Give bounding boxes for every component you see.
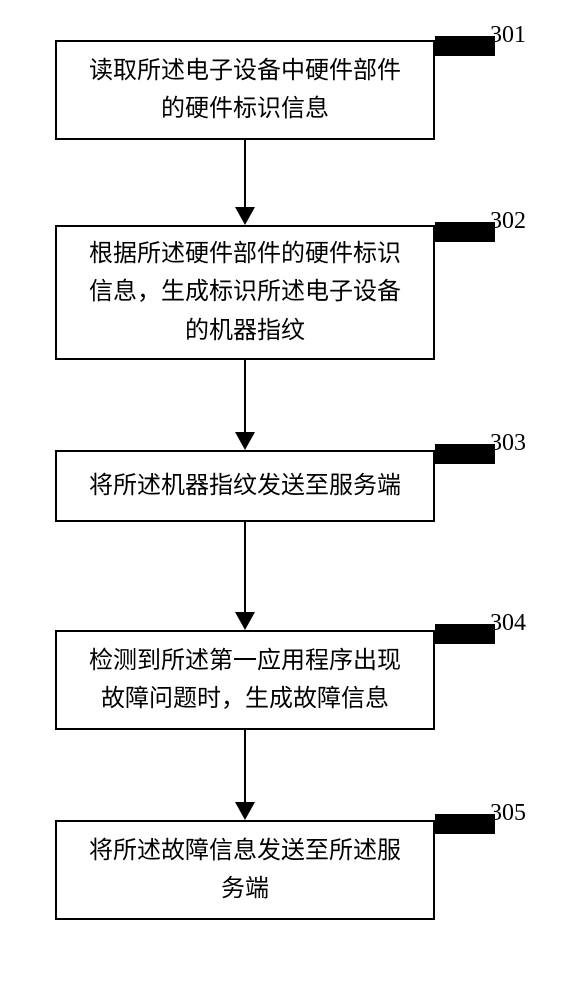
flow-step-305: 将所述故障信息发送至所述服务端 bbox=[55, 820, 435, 920]
step-label-302: 302 bbox=[490, 208, 526, 235]
arrow-icon bbox=[235, 207, 255, 225]
flow-step-text: 将所述故障信息发送至所述服务端 bbox=[81, 832, 409, 909]
connector-302-303 bbox=[244, 360, 246, 432]
flow-step-text: 读取所述电子设备中硬件部件的硬件标识信息 bbox=[81, 52, 409, 129]
step-label-305: 305 bbox=[490, 800, 526, 827]
step-label-303: 303 bbox=[490, 430, 526, 457]
flow-step-301: 读取所述电子设备中硬件部件的硬件标识信息 bbox=[55, 40, 435, 140]
flowchart-container: 读取所述电子设备中硬件部件的硬件标识信息 301 根据所述硬件部件的硬件标识信息… bbox=[0, 0, 585, 1000]
arrow-icon bbox=[235, 612, 255, 630]
connector-303-304 bbox=[244, 522, 246, 612]
leader-line-301 bbox=[435, 36, 495, 56]
step-label-304: 304 bbox=[490, 610, 526, 637]
leader-line-303 bbox=[435, 444, 495, 464]
leader-line-302 bbox=[435, 222, 495, 242]
flow-step-text: 根据所述硬件部件的硬件标识信息，生成标识所述电子设备的机器指纹 bbox=[81, 235, 409, 350]
connector-304-305 bbox=[244, 730, 246, 802]
connector-301-302 bbox=[244, 140, 246, 207]
leader-line-305 bbox=[435, 814, 495, 834]
leader-line-304 bbox=[435, 624, 495, 644]
flow-step-304: 检测到所述第一应用程序出现故障问题时，生成故障信息 bbox=[55, 630, 435, 730]
flow-step-text: 检测到所述第一应用程序出现故障问题时，生成故障信息 bbox=[81, 642, 409, 719]
flow-step-303: 将所述机器指纹发送至服务端 bbox=[55, 450, 435, 522]
flow-step-text: 将所述机器指纹发送至服务端 bbox=[89, 467, 401, 505]
step-label-301: 301 bbox=[490, 22, 526, 49]
arrow-icon bbox=[235, 432, 255, 450]
flow-step-302: 根据所述硬件部件的硬件标识信息，生成标识所述电子设备的机器指纹 bbox=[55, 225, 435, 360]
arrow-icon bbox=[235, 802, 255, 820]
